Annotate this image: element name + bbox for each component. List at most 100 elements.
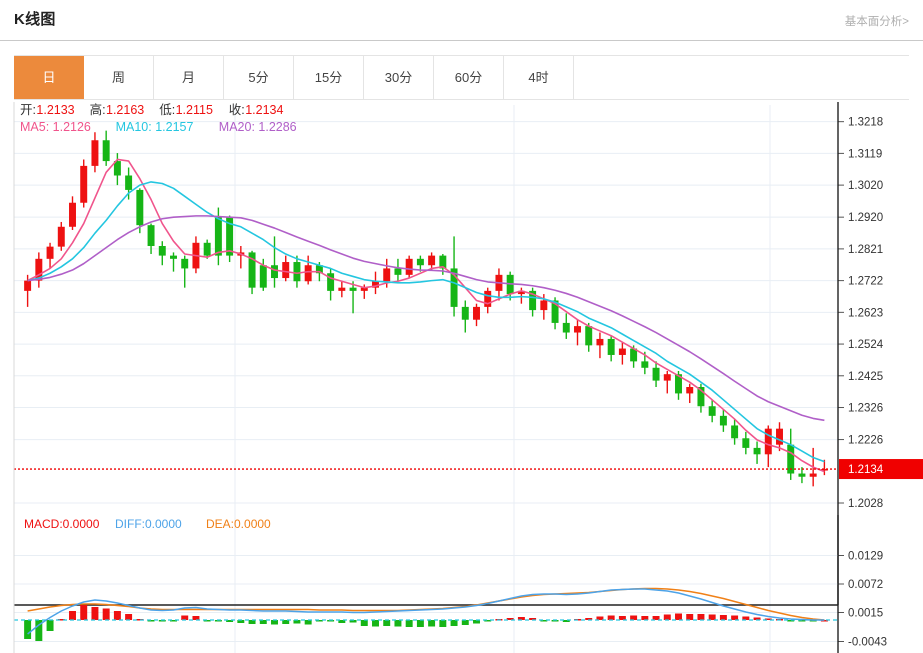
candle-body: [540, 300, 548, 311]
candle-body: [630, 348, 638, 362]
macd-histogram-bar: [450, 620, 458, 626]
candle-body: [731, 425, 739, 439]
ohlc-part: 开:: [20, 103, 36, 117]
macd-histogram-bar: [428, 620, 436, 627]
period-tabbar: 日周月 5分 15分 30分 60分 4时: [14, 55, 909, 100]
macd-histogram-bar: [529, 618, 537, 620]
candle-body: [742, 438, 750, 448]
candle-body: [248, 252, 256, 288]
period-tab-6[interactable]: 60分: [434, 56, 504, 99]
macd-histogram-bar: [439, 620, 447, 627]
period-tab-5[interactable]: 30分: [364, 56, 434, 99]
candle-body: [383, 268, 391, 282]
macd-histogram-bar: [394, 620, 402, 627]
candle-body: [652, 367, 660, 381]
macd-histogram-bar: [731, 615, 739, 620]
macd-histogram-bar: [764, 618, 772, 620]
period-tab-2[interactable]: 月: [154, 56, 224, 99]
candle-body: [798, 473, 806, 477]
macd-axis-label: -0.0043: [848, 637, 887, 649]
kline-candlestick-chart[interactable]: 1.3218 1.3119 1.3020 1.2920 1.2821 1.2722 1.26…: [0, 100, 923, 653]
candle-body: [596, 338, 604, 346]
current-price-tag-label: 1.2134: [848, 464, 884, 476]
price-axis-label: 1.2722: [848, 276, 883, 288]
period-tab-4[interactable]: 15分: [294, 56, 364, 99]
current-price-tag: [839, 459, 923, 480]
candle-body: [24, 280, 32, 291]
ma-legend-item: MA20: 1.2286: [219, 120, 297, 134]
candle-body: [663, 374, 671, 381]
period-tab-1[interactable]: 周: [84, 56, 154, 99]
macd-histogram-bar: [473, 620, 480, 624]
macd-histogram-bar: [214, 620, 222, 622]
macd-histogram-bar: [304, 620, 312, 625]
price-axis-label: 1.2028: [848, 498, 883, 510]
candle-body: [585, 326, 593, 346]
candle-body: [405, 258, 413, 275]
ohlc-part: 1.2133: [36, 103, 74, 117]
candle-body: [675, 374, 682, 394]
candle-body: [607, 338, 615, 355]
candle-body: [461, 306, 469, 320]
candle-body: [91, 140, 99, 166]
candle-body: [338, 287, 346, 291]
macd-histogram-bar: [46, 620, 54, 631]
candle-body: [618, 348, 626, 355]
candle-body: [136, 189, 144, 226]
macd-histogram-bar: [798, 620, 806, 622]
chart-area[interactable]: 1.3218 1.3119 1.3020 1.2920 1.2821 1.2722 1.26…: [0, 100, 923, 653]
macd-histogram-bar: [136, 619, 144, 621]
macd-histogram-bar: [585, 618, 593, 620]
ohlc-part: 收:: [229, 103, 245, 117]
period-tab-7[interactable]: 4时: [504, 56, 574, 99]
macd-histogram-bar: [675, 613, 682, 620]
candle-body: [787, 444, 795, 474]
macd-histogram-bar: [35, 620, 43, 641]
candle-body: [80, 165, 88, 203]
period-tab-0[interactable]: 日: [14, 56, 84, 99]
candle-body: [764, 428, 772, 455]
candle-body: [158, 246, 166, 256]
fundamental-analysis-link[interactable]: 基本面分析>: [844, 16, 909, 28]
macd-histogram-bar: [113, 611, 121, 620]
price-axis-label: 1.2524: [848, 339, 884, 351]
page-title: K线图: [14, 11, 56, 28]
tab-filler: [574, 56, 909, 99]
macd-histogram-bar: [697, 614, 705, 620]
candle-body: [529, 290, 537, 311]
diff-line: [27, 588, 825, 635]
ohlc-part: 1.2134: [245, 103, 283, 117]
candle-body: [517, 290, 525, 295]
macd-histogram-bar: [405, 620, 413, 627]
macd-histogram-bar: [607, 615, 615, 620]
macd-histogram-bar: [551, 620, 559, 622]
macd-histogram-bar: [327, 620, 335, 622]
candle-body: [428, 255, 436, 266]
macd-histogram-bar: [102, 608, 110, 620]
candle-body: [125, 175, 133, 190]
candle-body: [473, 306, 480, 320]
macd-histogram-bar: [69, 611, 76, 620]
candle-body: [181, 258, 189, 269]
candle-body: [450, 268, 458, 307]
candle-body: [574, 326, 581, 333]
ma5-line: [27, 158, 825, 473]
macd-histogram-bar: [742, 616, 750, 620]
candle-body: [820, 469, 828, 471]
ma10-line: [27, 181, 825, 463]
candle-body: [102, 140, 110, 162]
macd-histogram-bar: [147, 620, 155, 622]
period-tab-3[interactable]: 5分: [224, 56, 294, 99]
macd-histogram-bar: [293, 620, 301, 624]
macd-histogram-bar: [80, 605, 88, 620]
macd-histogram-bar: [562, 620, 570, 622]
ma-legend-item: MA10: 1.2157: [116, 120, 194, 134]
period-tabs: 日周月 5分 15分 30分 60分 4时: [14, 55, 909, 100]
candle-body: [113, 161, 121, 176]
macd-axis-label: 0.0015: [848, 608, 883, 620]
macd-histogram-bar: [158, 620, 166, 622]
candle-body: [641, 361, 649, 368]
dea-line: [27, 587, 825, 621]
price-axis-label: 1.2623: [848, 307, 883, 319]
